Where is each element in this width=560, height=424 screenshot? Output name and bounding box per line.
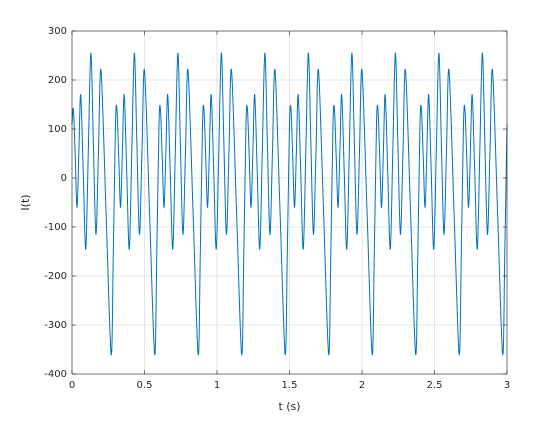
- plot-area: [71, 52, 508, 355]
- x-tick-label: 0.5: [137, 380, 153, 391]
- y-tick-label: 0: [61, 173, 67, 184]
- x-tick-label: 0: [69, 380, 75, 391]
- x-axis-label: t (s): [278, 400, 300, 413]
- x-tick-label: 1: [214, 380, 220, 391]
- y-tick-label: -400: [44, 369, 67, 380]
- y-tick-label: -200: [44, 271, 67, 282]
- y-tick-label: -300: [44, 320, 67, 331]
- data-line: [71, 52, 508, 355]
- y-tick-label: 300: [48, 26, 67, 37]
- x-tick-label: 2: [359, 380, 365, 391]
- x-tick-label: 2.5: [427, 380, 443, 391]
- axes-box: [71, 30, 508, 375]
- y-tick-label: 100: [48, 124, 67, 135]
- y-tick-label: 200: [48, 75, 67, 86]
- axes: 0 0.5 1 1.5 2 2.5 3 -400 -300 -200 -100 0 100 200 300: [44, 26, 510, 391]
- y-tick-label: -100: [44, 222, 67, 233]
- x-tick-label: 3: [504, 380, 510, 391]
- x-tick-label: 1.5: [282, 380, 298, 391]
- y-axis-label: I(t): [19, 194, 32, 210]
